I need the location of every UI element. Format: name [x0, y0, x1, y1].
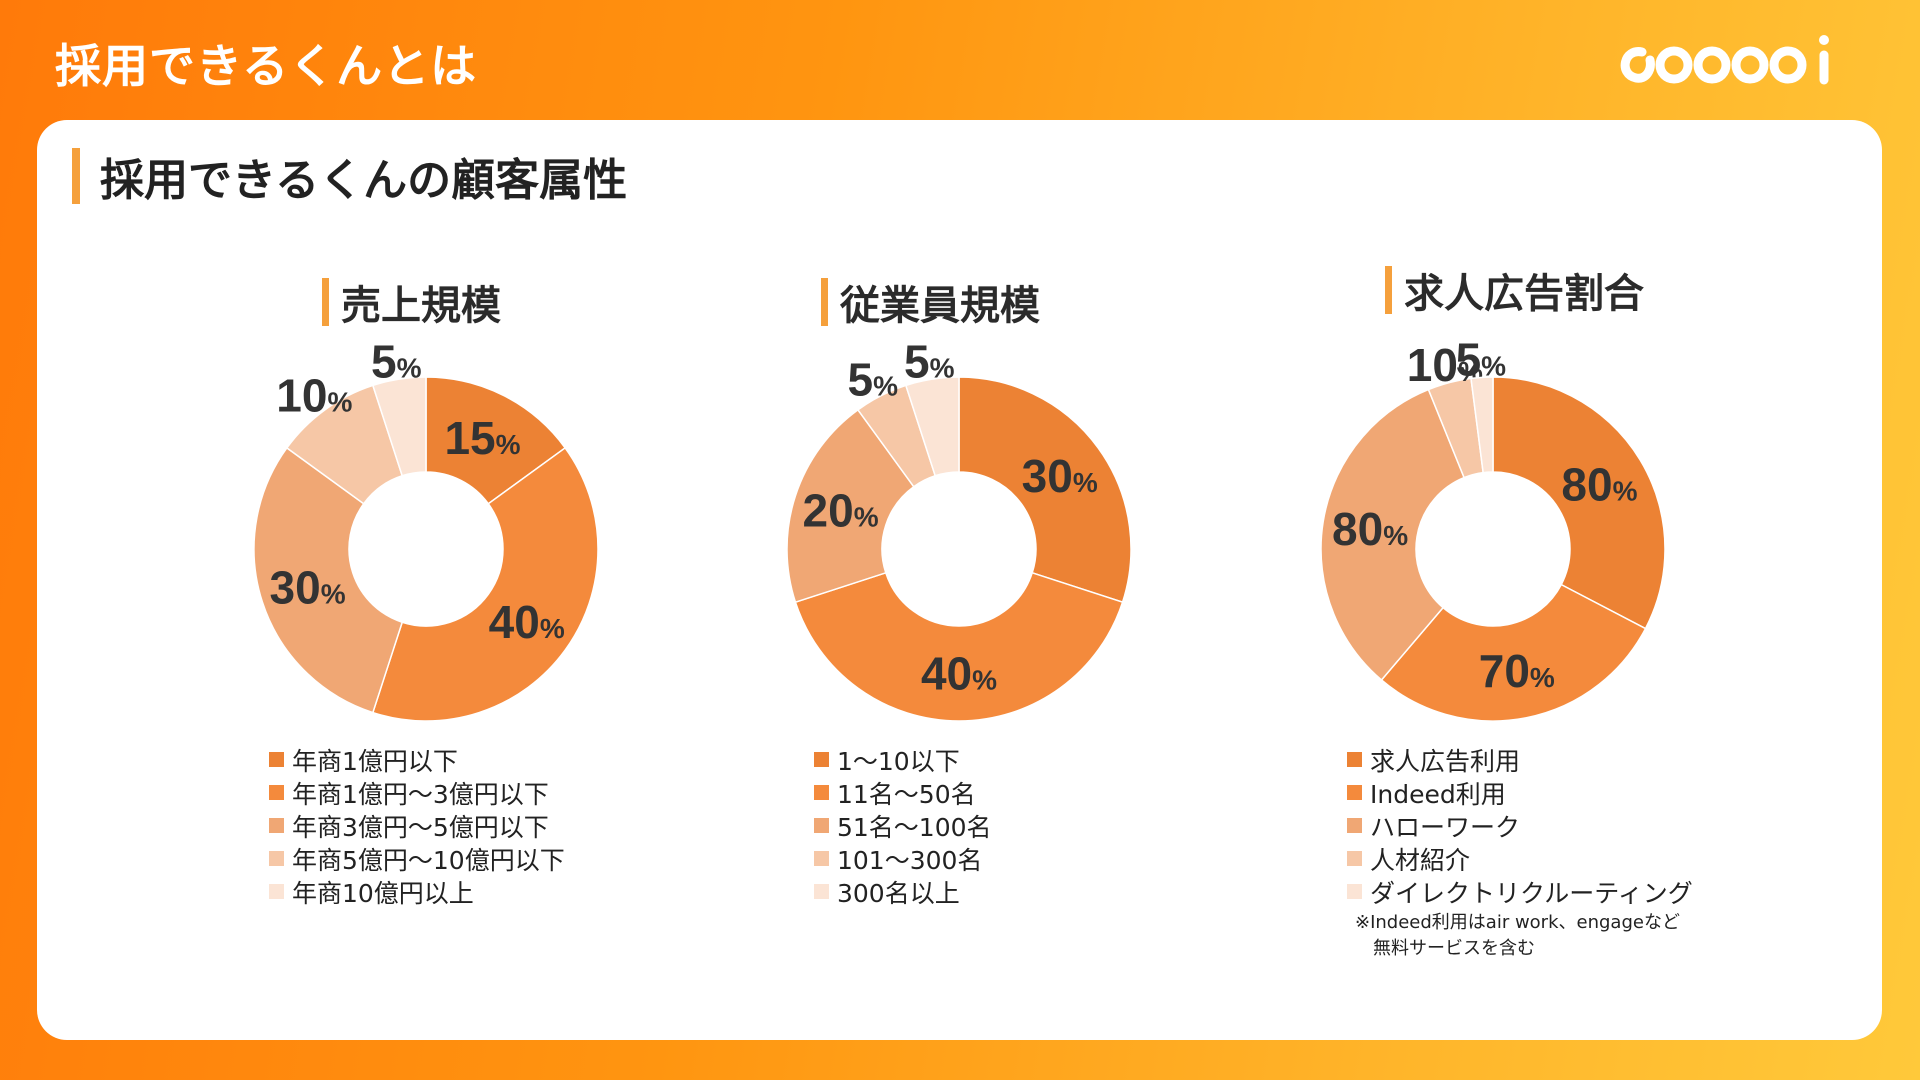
data-label: 5%	[371, 335, 422, 387]
legend-label: 年商1億円～3億円以下	[292, 779, 549, 809]
pie-slice	[1320, 388, 1466, 682]
legend-label: ダイレクトリクルーティング	[1370, 878, 1693, 908]
legend-swatch	[1347, 851, 1362, 866]
pie-slice	[1380, 583, 1647, 722]
legend-swatch	[814, 851, 829, 866]
legend-employees: 1～10以下 11名～50名 51名～100名 101～300名 300名以上	[814, 743, 992, 908]
legend-item: 101～300名	[814, 842, 992, 875]
legend-item: 求人広告利用	[1347, 743, 1693, 776]
footnote-line: 無料サービスを含む	[1373, 938, 1535, 959]
data-label: 40%	[489, 596, 565, 648]
legend-swatch	[269, 818, 284, 833]
pie-slice	[425, 376, 567, 505]
legend-swatch	[269, 884, 284, 899]
accent-bar	[72, 148, 80, 204]
legend-label: 1～10以下	[837, 746, 960, 776]
pie-slice	[1470, 376, 1494, 474]
legend-job-ads: 求人広告利用 Indeed利用 ハローワーク 人材紹介 ダイレクトリクルーティング	[1347, 743, 1693, 908]
pie-slice	[371, 376, 427, 477]
section-title-text: 採用できるくんの顧客属性	[100, 155, 628, 206]
legend-item: 300名以上	[814, 875, 992, 908]
chart-title-text: 売上規模	[341, 283, 501, 329]
data-label: 20%	[803, 485, 879, 537]
donut-charts: 15%40%30%10%5%30%40%20%5% 5%80%70%80%10%5…	[253, 333, 1666, 722]
legend-swatch	[269, 851, 284, 866]
accent-bar	[322, 278, 329, 326]
data-label: 10%	[1407, 339, 1483, 391]
chart-title-job-ads: 求人広告割合	[1385, 266, 1644, 317]
data-label: 5%	[1456, 333, 1507, 385]
legend-item: 年商3億円～5億円以下	[269, 809, 565, 842]
chart-title-employees: 従業員規模	[821, 278, 1040, 329]
legend-swatch	[814, 818, 829, 833]
legend-sales: 年商1億円以下 年商1億円～3億円以下 年商3億円～5億円以下 年商5億円～10億円以…	[269, 743, 565, 908]
legend-label: 年商10億円以上	[292, 878, 474, 908]
legend-label: 101～300名	[837, 845, 983, 875]
data-label: 15%	[444, 412, 520, 464]
section-title: 採用できるくんの顧客属性	[72, 148, 627, 206]
legend-item: 年商1億円～3億円以下	[269, 776, 565, 809]
legend-swatch	[814, 785, 829, 800]
accent-bar	[821, 278, 828, 326]
data-label: 80%	[1332, 503, 1408, 555]
legend-item: ダイレクトリクルーティング	[1347, 875, 1693, 908]
legend-swatch	[1347, 884, 1362, 899]
legend-item: 年商1億円以下	[269, 743, 565, 776]
legend-label: 求人広告利用	[1370, 746, 1521, 776]
legend-item: 人材紹介	[1347, 842, 1693, 875]
legend-label: 年商5億円～10億円以下	[292, 845, 565, 875]
accent-bar	[1385, 266, 1392, 314]
legend-swatch	[1347, 752, 1362, 767]
legend-item: 11名～50名	[814, 776, 992, 809]
company-logo	[1620, 35, 1829, 85]
legend-label: 人材紹介	[1370, 845, 1471, 875]
header-title: 採用できるくんとは	[55, 39, 478, 93]
legend-item: 年商5億円～10億円以下	[269, 842, 565, 875]
legend-swatch	[1347, 818, 1362, 833]
legend-label: 300名以上	[837, 878, 960, 908]
legend-swatch	[814, 884, 829, 899]
legend-swatch	[269, 785, 284, 800]
legend-label: ハローワーク	[1370, 812, 1521, 842]
data-label: 5%	[904, 335, 955, 387]
pie-slice	[958, 376, 1132, 604]
data-label: 80%	[1561, 458, 1637, 510]
chart-title-text: 求人広告割合	[1404, 271, 1644, 317]
legend-swatch	[269, 752, 284, 767]
legend-swatch	[814, 752, 829, 767]
data-label: 10%	[276, 369, 352, 421]
legend-item: Indeed利用	[1347, 776, 1693, 809]
data-label: 30%	[1022, 450, 1098, 502]
chart-title-text: 従業員規模	[840, 283, 1040, 329]
legend-item: 1～10以下	[814, 743, 992, 776]
pie-slice	[371, 446, 599, 722]
data-label: 5%	[847, 354, 898, 406]
legend-swatch	[1347, 785, 1362, 800]
data-label: 30%	[270, 561, 346, 613]
data-label: 40%	[921, 648, 997, 700]
legend-label: 51名～100名	[837, 812, 992, 842]
legend-item: 51名～100名	[814, 809, 992, 842]
chart-title-sales: 売上規模	[322, 278, 501, 329]
legend-label: Indeed利用	[1370, 779, 1506, 809]
pie-slice	[904, 376, 960, 477]
pie-slice	[794, 571, 1124, 722]
footnote: ※Indeed利用はair work、engageなど 無料サービスを含む	[1355, 910, 1680, 962]
pie-slice	[786, 408, 915, 604]
legend-label: 年商1億円以下	[292, 746, 458, 776]
content-card: 採用できるくんの顧客属性 売上規模 従業員規模 求人広告割合 15% 40% 30%…	[37, 120, 1882, 1040]
legend-item: ハローワーク	[1347, 809, 1693, 842]
pie-slice	[253, 446, 404, 714]
pie-slice	[1492, 376, 1666, 630]
legend-item: 年商10億円以上	[269, 875, 565, 908]
data-label: 70%	[1479, 645, 1555, 697]
footnote-line: ※Indeed利用はair work、engageなど	[1355, 912, 1680, 933]
legend-label: 年商3億円～5億円以下	[292, 812, 549, 842]
legend-label: 11名～50名	[837, 779, 976, 809]
